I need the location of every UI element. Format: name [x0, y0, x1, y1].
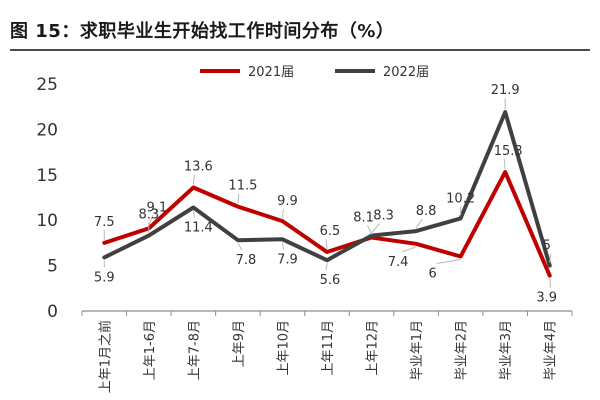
data-label-leader	[237, 242, 243, 251]
data-label: 9.9	[277, 194, 298, 209]
data-label-leader	[367, 225, 373, 235]
data-label: 7.8	[236, 253, 257, 268]
data-label: 5.6	[320, 273, 341, 288]
data-label-leader	[415, 218, 423, 229]
data-label: 7.4	[388, 255, 409, 270]
chart-title: 图 15：求职毕业生开始找工作时间分布（%）	[10, 21, 395, 42]
data-label-leader	[503, 159, 506, 170]
data-label: 8.8	[416, 204, 437, 219]
data-label: 9.1	[146, 200, 167, 215]
legend-label: 2021届	[248, 65, 294, 80]
x-tick-label: 上年11月	[321, 320, 336, 376]
data-label-leader	[192, 174, 195, 185]
x-tick-label: 上年10月	[276, 320, 291, 376]
data-label-leader	[549, 253, 552, 263]
data-label: 13.6	[184, 160, 213, 175]
data-label-leader	[192, 210, 195, 218]
title-divider	[10, 49, 590, 51]
x-tick-label: 毕业年1月	[410, 320, 425, 380]
y-tick-label: 0	[47, 302, 58, 322]
data-label: 7.9	[277, 252, 298, 267]
data-label: 3.9	[536, 291, 557, 306]
data-label: 15.3	[494, 144, 523, 159]
data-label-leader	[325, 263, 328, 271]
data-label: 8.3	[138, 208, 159, 223]
data-label-leader	[549, 278, 552, 288]
y-tick-label: 20	[36, 120, 58, 140]
x-tick-label: 上年12月	[366, 320, 381, 376]
data-label: 11.4	[184, 220, 213, 235]
x-tick-label: 毕业年4月	[544, 320, 559, 380]
data-label-leader	[148, 215, 154, 226]
x-tick-label: 毕业年2月	[455, 320, 470, 380]
data-label: 11.5	[228, 179, 257, 194]
x-tick-label: 上年9月	[232, 320, 247, 367]
y-tick-label: 10	[36, 211, 58, 231]
x-tick-label: 上年1-6月	[143, 320, 158, 380]
x-tick-label: 毕业年3月	[499, 320, 514, 380]
series-line-2	[102, 110, 552, 268]
data-label: 5	[543, 239, 551, 254]
y-tick-label: 5	[47, 257, 58, 277]
data-label-leader	[401, 246, 417, 253]
data-label: 6.5	[320, 224, 341, 239]
y-tick-label: 25	[36, 75, 58, 95]
y-tick-label: 15	[36, 166, 58, 186]
data-label-leader	[281, 242, 284, 250]
data-label: 8.3	[373, 209, 394, 224]
legend-label: 2022届	[383, 65, 429, 80]
data-label-leader	[281, 209, 284, 219]
data-label: 21.9	[491, 83, 520, 98]
data-label: 6	[428, 267, 436, 282]
series-line-1	[102, 170, 552, 278]
data-label-leader	[325, 238, 328, 250]
data-label: 7.5	[94, 215, 115, 230]
data-label-leader	[237, 193, 240, 204]
x-tick-label: 上年7-8月	[187, 320, 202, 380]
data-label: 5.9	[94, 270, 115, 285]
data-label-leader	[436, 259, 461, 265]
data-label: 10.2	[446, 191, 475, 206]
data-label: 8.1	[353, 210, 374, 225]
x-tick-label: 上年1月之前	[97, 320, 113, 393]
data-label-leader	[371, 223, 380, 233]
